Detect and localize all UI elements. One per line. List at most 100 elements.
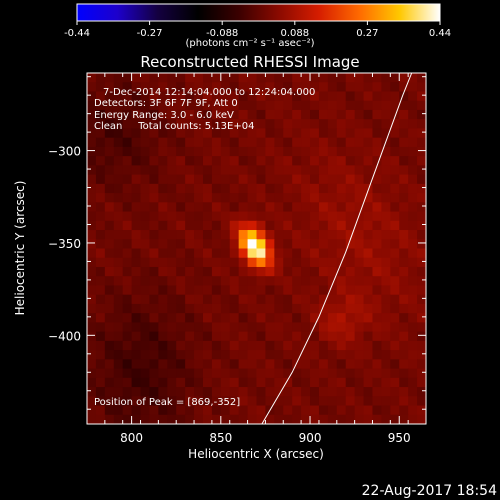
heatmap-cell xyxy=(122,119,133,130)
heatmap-cell xyxy=(417,183,426,194)
heatmap-cell xyxy=(363,322,374,333)
heatmap-cell xyxy=(185,91,195,102)
colorbar: -0.44 -0.27 -0.088 0.088 0.27 0.44 xyxy=(64,3,451,39)
heatmap-cell xyxy=(292,183,302,194)
heatmap-cell xyxy=(345,82,356,93)
heatmap-cell xyxy=(283,377,293,388)
heatmap-cell xyxy=(301,193,311,203)
heatmap-cell xyxy=(211,313,222,323)
heatmap-cell xyxy=(131,414,142,424)
heatmap-cell xyxy=(113,202,124,213)
heatmap-cell xyxy=(408,350,418,360)
heatmap-cell xyxy=(149,294,159,305)
heatmap-cell xyxy=(274,377,284,388)
heatmap-cell xyxy=(390,331,400,342)
heatmap-cell xyxy=(229,128,240,139)
heatmap-cell xyxy=(417,414,426,424)
heatmap-cell xyxy=(310,340,320,351)
heatmap-cell xyxy=(283,340,293,351)
heatmap-cell xyxy=(158,331,168,342)
heatmap-cell xyxy=(149,220,159,231)
heatmap-cell xyxy=(158,294,168,305)
heatmap-cell xyxy=(336,183,347,194)
heatmap-cell xyxy=(372,285,382,296)
heatmap-cell xyxy=(229,331,240,342)
heatmap-cell xyxy=(274,266,284,277)
heatmap-cell xyxy=(87,294,97,305)
heatmap-cell xyxy=(229,183,240,194)
heatmap-cell xyxy=(194,405,204,416)
heatmap-cell xyxy=(202,230,213,240)
heatmap-cell xyxy=(238,211,249,222)
heatmap-cell xyxy=(176,294,186,305)
heatmap-cell xyxy=(408,396,418,407)
heatmap-cell xyxy=(211,193,222,203)
heatmap-cell xyxy=(336,340,347,351)
heatmap-cell xyxy=(95,119,106,130)
heatmap-cell xyxy=(140,174,151,185)
heatmap-cell xyxy=(354,193,365,203)
heatmap-cell xyxy=(327,248,338,259)
heatmap-cell xyxy=(310,285,320,296)
heatmap-cell xyxy=(292,285,302,296)
heatmap-cell xyxy=(158,193,168,203)
heatmap-cell xyxy=(256,276,267,287)
heatmap-cell xyxy=(211,165,222,176)
heatmap-cell xyxy=(176,137,186,148)
heatmap-cell xyxy=(220,294,231,305)
heatmap-cell xyxy=(256,100,267,111)
heatmap-cell xyxy=(238,285,249,296)
heatmap-cell xyxy=(327,322,338,333)
heatmap-cell xyxy=(158,248,168,259)
heatmap-cell xyxy=(292,119,302,130)
heatmap-cell xyxy=(202,276,213,287)
heatmap-cell xyxy=(292,396,302,407)
heatmap-cell xyxy=(283,368,293,379)
heatmap-cell xyxy=(336,137,347,148)
heatmap-cell xyxy=(292,340,302,351)
heatmap-cell xyxy=(345,174,356,185)
heatmap-cell xyxy=(122,73,133,83)
heatmap-cell xyxy=(176,396,186,407)
colorbar-units: (photons cm⁻² s⁻¹ asec⁻²) xyxy=(185,38,315,49)
heatmap-cell xyxy=(238,91,249,102)
heatmap-cell xyxy=(220,100,231,111)
heatmap-cell xyxy=(318,350,329,360)
heatmap-cell xyxy=(220,414,231,424)
heatmap-cell xyxy=(283,183,293,194)
heatmap-cell xyxy=(318,414,329,424)
heatmap-cell xyxy=(372,266,382,277)
heatmap-cell xyxy=(185,350,195,360)
heatmap-cell xyxy=(87,303,97,314)
heatmap-cell xyxy=(238,128,249,139)
heatmap-cell xyxy=(301,405,311,416)
heatmap-cell xyxy=(417,396,426,407)
heatmap-cell xyxy=(122,294,133,305)
heatmap-cell xyxy=(202,340,213,351)
heatmap-cell xyxy=(247,119,258,130)
colorbar-ticks: -0.44 -0.27 -0.088 0.088 0.27 0.44 xyxy=(64,21,451,39)
heatmap-cell xyxy=(310,276,320,287)
heatmap-cell xyxy=(202,211,213,222)
heatmap-cell xyxy=(247,82,258,93)
heatmap-cell xyxy=(122,220,133,231)
heatmap-cell xyxy=(247,100,258,111)
heatmap-cell xyxy=(301,174,311,185)
heatmap-cell xyxy=(202,165,213,176)
heatmap-cell xyxy=(140,128,151,139)
heatmap-cell xyxy=(390,202,400,213)
heatmap-cell xyxy=(149,248,159,259)
heatmap-cell xyxy=(372,396,382,407)
heatmap-cell xyxy=(176,230,186,240)
heatmap-cell xyxy=(247,230,258,240)
heatmap-cell xyxy=(185,220,195,231)
heatmap-cell xyxy=(345,109,356,120)
heatmap-cell xyxy=(336,220,347,231)
heatmap-cell xyxy=(104,239,115,250)
heatmap-cell xyxy=(140,294,151,305)
heatmap-cell xyxy=(122,128,133,139)
heatmap-cell xyxy=(229,174,240,185)
heatmap-cell xyxy=(194,109,204,120)
heatmap-cell xyxy=(220,303,231,314)
heatmap-cell xyxy=(104,331,115,342)
